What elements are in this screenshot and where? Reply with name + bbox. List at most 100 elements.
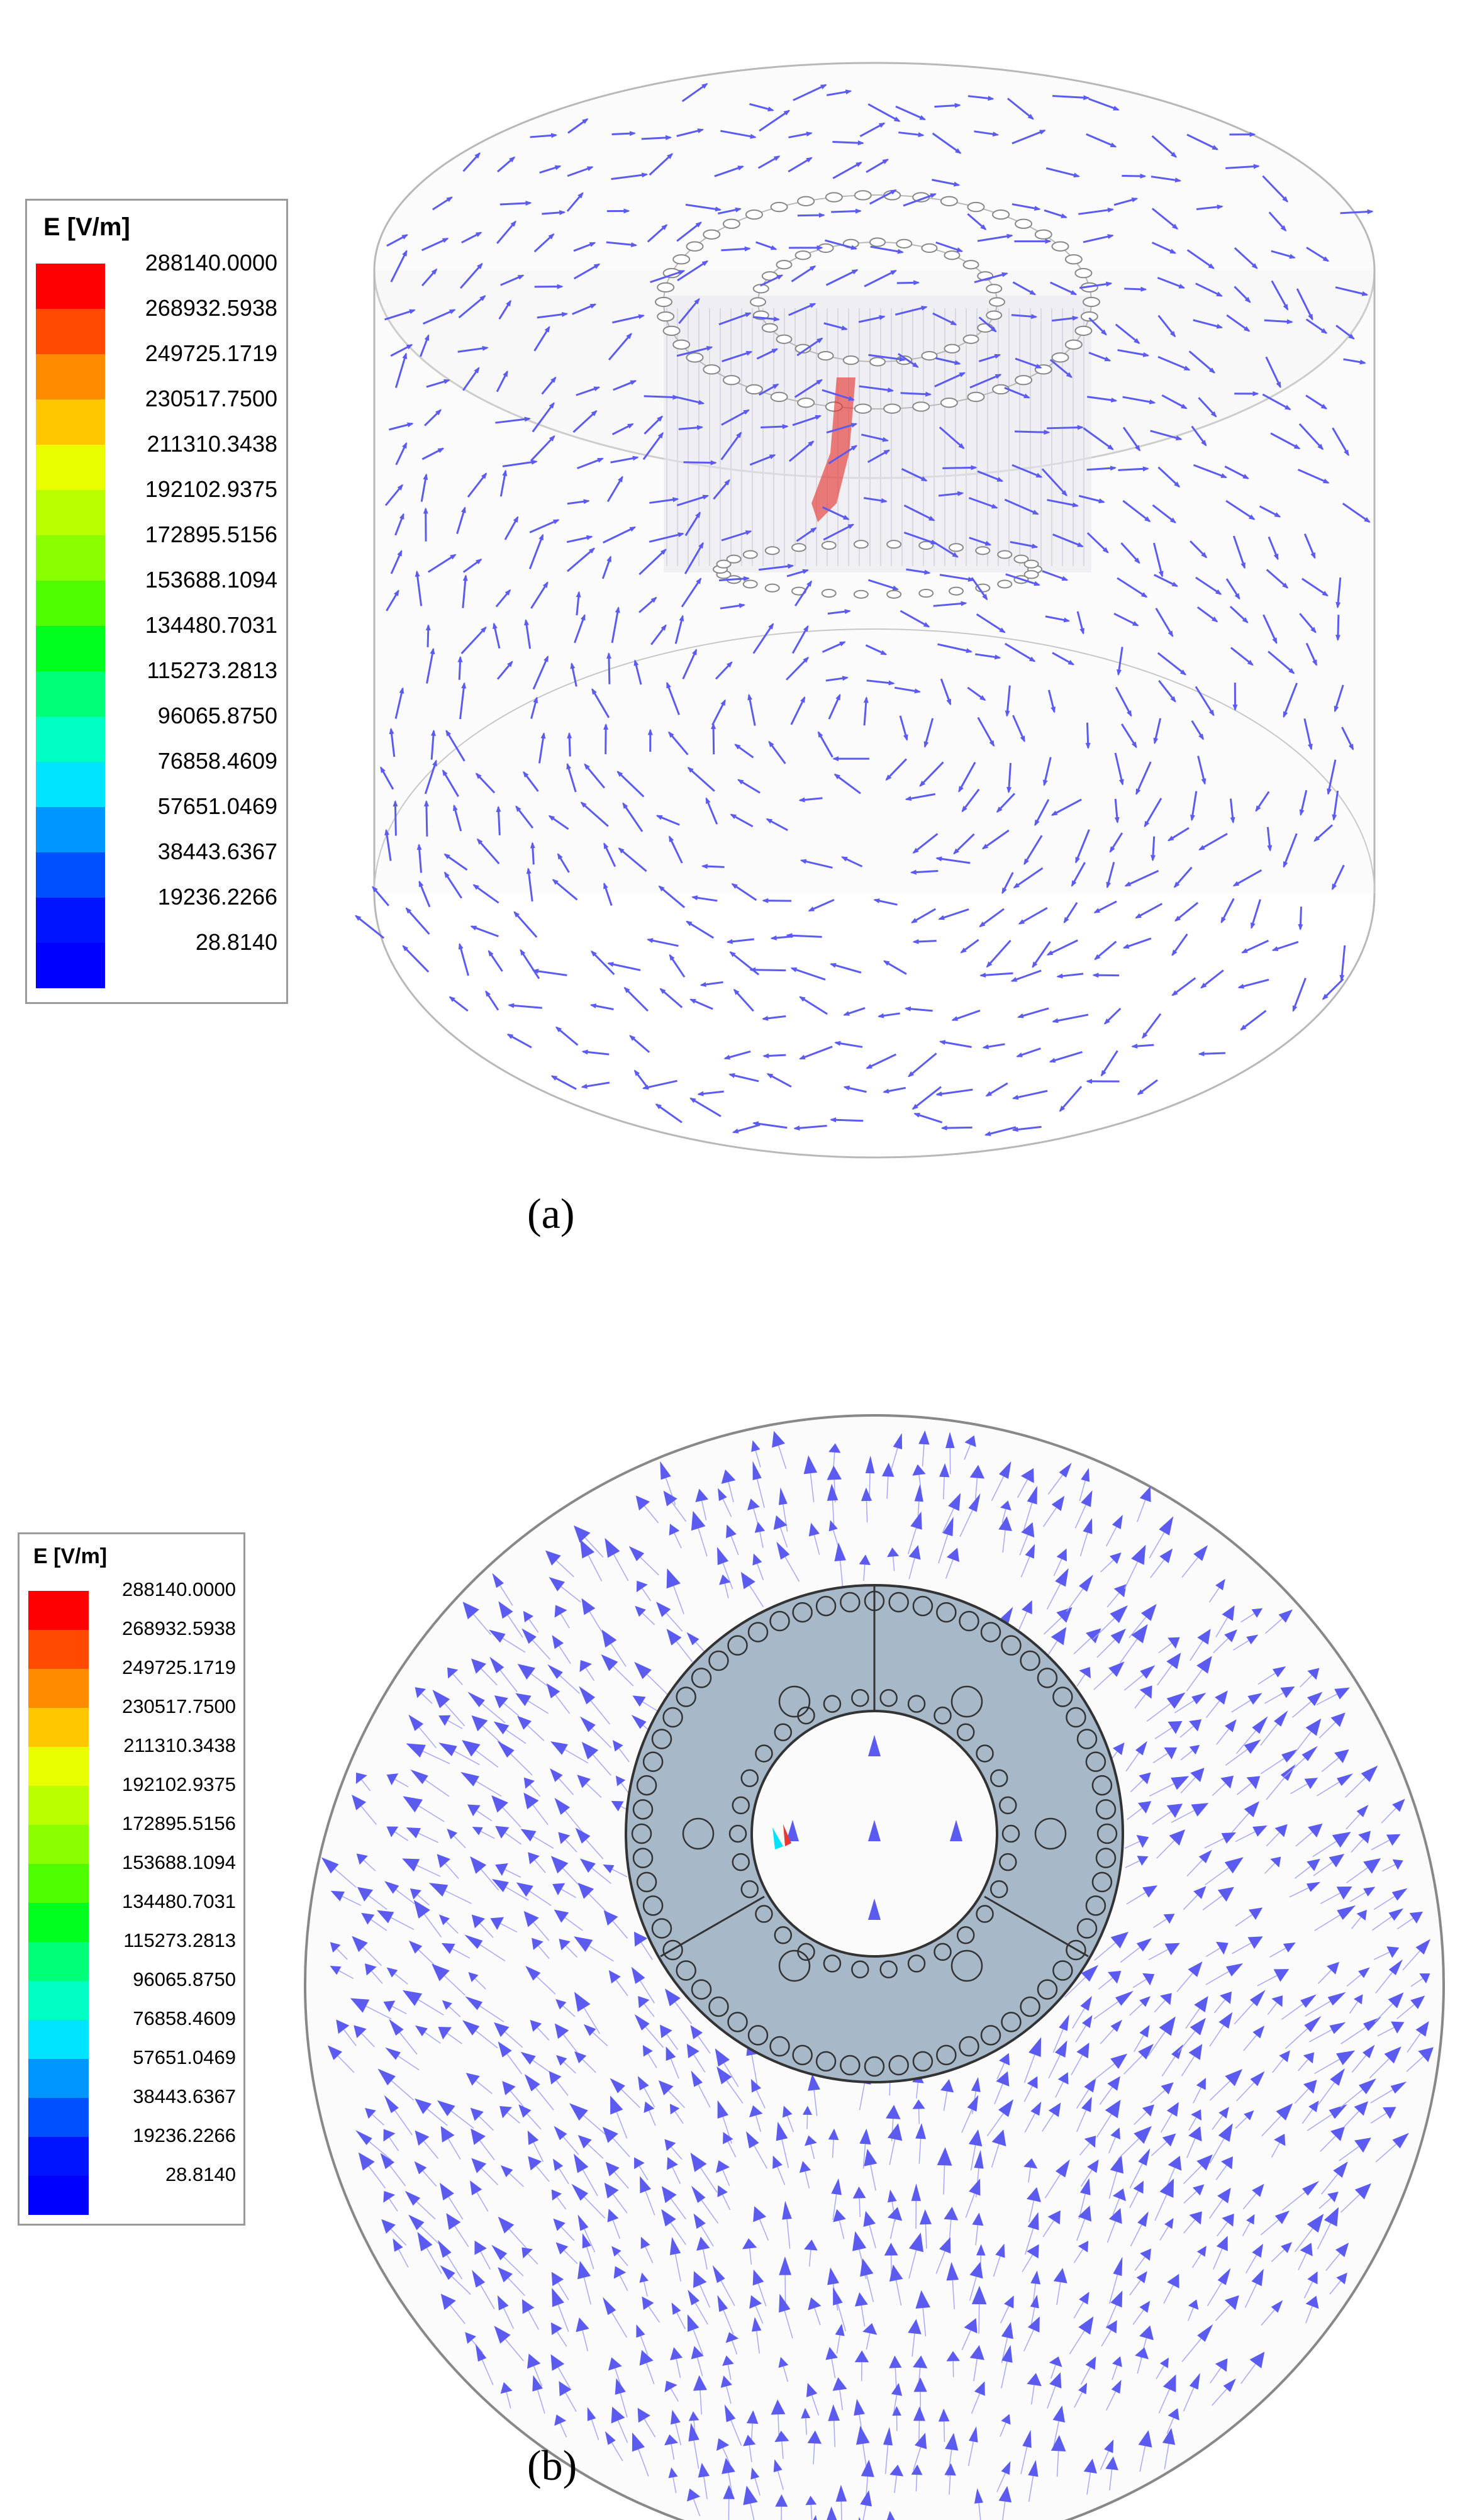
vector-arrow-icon <box>579 1858 596 1873</box>
vector-arrow-icon <box>1028 2460 1039 2477</box>
field-line <box>700 2226 714 2247</box>
field-line <box>613 1666 634 1687</box>
vector-arrow-icon <box>951 1010 981 1022</box>
vector-arrow-icon <box>527 2353 541 2369</box>
field-line <box>1044 2174 1061 2199</box>
vector-arrow-icon <box>1153 718 1162 745</box>
vector-arrow-icon <box>1342 503 1371 523</box>
field-line <box>859 2198 861 2217</box>
legend-swatch <box>28 1903 89 1942</box>
vector-arrow-icon <box>634 2157 645 2170</box>
vector-arrow-icon <box>559 1939 571 1951</box>
vector-arrow-icon <box>638 1996 650 2009</box>
vector-arrow-icon <box>859 2128 871 2144</box>
vector-arrow-icon <box>792 415 822 427</box>
vector-arrow-icon <box>899 715 908 741</box>
vector-arrow-icon <box>1268 211 1287 232</box>
vector-arrow-icon <box>808 899 835 912</box>
vector-arrow-icon <box>1159 2016 1176 2036</box>
field-line <box>674 2254 681 2282</box>
vector-arrow-icon <box>447 1667 459 1679</box>
field-line <box>1106 1526 1117 1547</box>
vector-arrow-icon <box>1136 1938 1152 1952</box>
field-line <box>1152 1811 1171 1825</box>
vector-arrow-icon <box>859 1554 871 1565</box>
vector-arrow-icon <box>542 209 566 215</box>
vector-arrow-icon <box>552 879 578 901</box>
field-line <box>446 1921 459 1934</box>
vector-arrow-icon <box>1122 396 1156 404</box>
field-line <box>722 1498 732 1517</box>
field-line <box>964 1444 971 1460</box>
field-line <box>391 2080 415 2101</box>
vector-arrow-icon <box>686 1632 699 1646</box>
hole-circle-icon <box>703 229 721 240</box>
vector-arrow-icon <box>1022 1600 1032 1615</box>
vector-arrow-icon <box>720 130 757 139</box>
vector-arrow-icon <box>554 2023 569 2039</box>
vector-arrow-icon <box>443 871 462 899</box>
field-line <box>1093 2063 1115 2081</box>
field-line <box>532 1640 551 1660</box>
vector-arrow-icon <box>1171 977 1196 996</box>
field-line <box>1147 2031 1166 2056</box>
vector-arrow-icon <box>640 2236 650 2250</box>
vector-arrow-icon <box>1108 1661 1125 1677</box>
field-line <box>670 2058 679 2079</box>
field-line <box>476 1781 502 1797</box>
vector-arrow-icon <box>1327 1961 1340 1975</box>
vector-arrow-icon <box>808 2073 820 2091</box>
vector-arrow-icon <box>628 1546 645 1561</box>
field-line <box>1183 2191 1197 2204</box>
vector-arrow-icon <box>390 550 403 574</box>
field-line <box>1281 2192 1306 2211</box>
vector-arrow-icon <box>642 2044 653 2057</box>
vector-arrow-icon <box>843 1007 866 1016</box>
vector-arrow-icon <box>1139 1486 1151 1502</box>
field-line <box>1204 1837 1225 1849</box>
legend-swatch <box>36 399 105 445</box>
field-line <box>693 2329 703 2355</box>
vector-arrow-icon <box>682 649 698 679</box>
vector-arrow-icon <box>688 2411 699 2421</box>
hole-circle-icon <box>1013 554 1029 564</box>
field-line <box>1202 1895 1223 1910</box>
vector-arrow-icon <box>394 513 404 536</box>
vector-arrow-icon <box>805 2135 817 2146</box>
vector-arrow-icon <box>491 1795 508 1813</box>
vector-arrow-icon <box>579 1686 596 1705</box>
field-line <box>591 1868 611 1884</box>
vector-arrow-icon <box>756 348 779 360</box>
vector-arrow-icon <box>968 497 998 509</box>
vector-arrow-icon <box>532 655 549 690</box>
field-line <box>534 1859 546 1873</box>
vector-arrow-icon <box>894 686 921 694</box>
field-line <box>1264 1692 1284 1704</box>
vector-arrow-icon <box>475 2344 487 2362</box>
vector-arrow-icon <box>495 416 531 424</box>
legend-value: 249725.1719 <box>121 1656 236 1678</box>
vector-arrow-icon <box>1108 1970 1122 1984</box>
vector-arrow-icon <box>1296 288 1313 321</box>
vector-arrow-icon <box>606 241 638 248</box>
legend-value: 115273.2813 <box>123 1929 236 1951</box>
hole-circle-icon <box>997 579 1013 589</box>
field-line <box>813 2443 815 2465</box>
field-line <box>1153 1919 1167 1928</box>
vector-arrow-icon <box>520 2051 536 2065</box>
vector-arrow-icon <box>805 2495 817 2506</box>
field-line <box>1312 1841 1337 1858</box>
vector-arrow-icon <box>911 1086 942 1110</box>
vector-arrow-icon <box>1154 574 1179 588</box>
vector-arrow-icon <box>974 653 1001 660</box>
field-line <box>450 2110 474 2129</box>
vector-arrow-icon <box>612 314 645 324</box>
vector-arrow-icon <box>494 2326 511 2344</box>
vector-arrow-icon <box>1006 98 1034 120</box>
vector-arrow-icon <box>638 596 657 613</box>
vector-arrow-icon <box>934 103 961 108</box>
vector-arrow-icon <box>798 1045 833 1060</box>
vector-arrow-icon <box>607 962 641 971</box>
vector-arrow-icon <box>746 2410 759 2424</box>
legend-value: 76858.4609 <box>133 2007 236 2029</box>
